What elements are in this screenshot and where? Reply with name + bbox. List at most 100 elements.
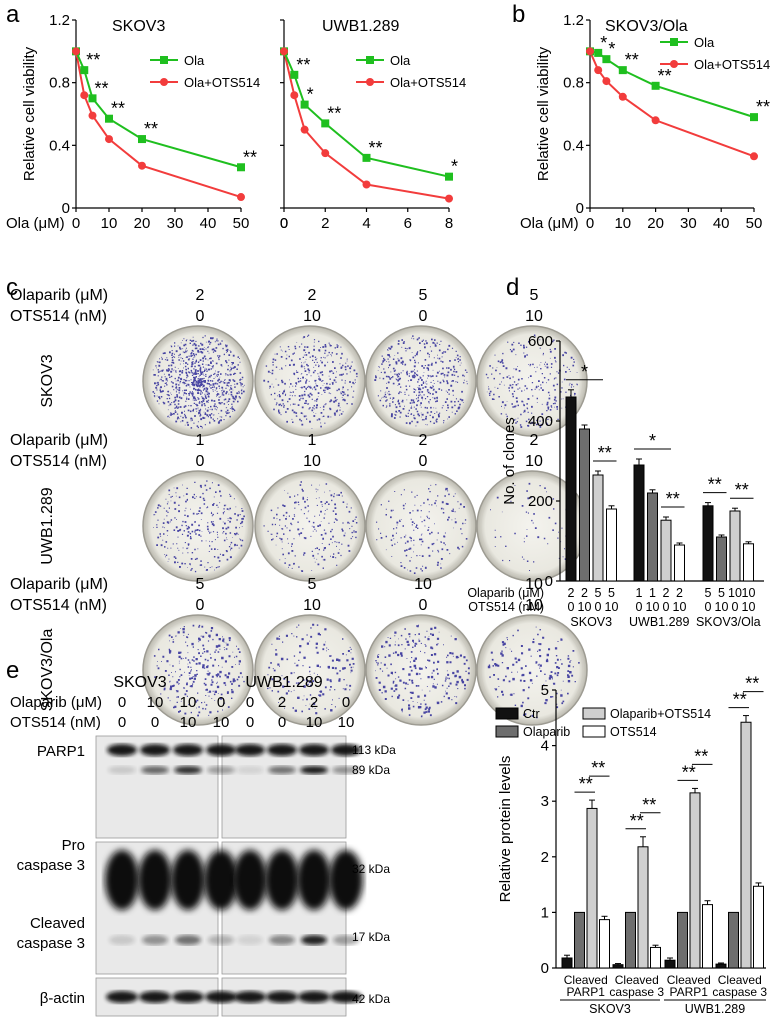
ots-value: 10 — [525, 597, 543, 614]
olaparib-row-label: Olaparib (μM) — [10, 287, 108, 304]
data-point — [80, 91, 89, 100]
protein-band — [105, 850, 139, 910]
bar — [633, 464, 645, 582]
culture-dish — [142, 470, 254, 582]
significance-star: ** — [708, 475, 722, 495]
olaparib-value: 2 — [310, 694, 318, 711]
significance-star: * — [600, 33, 607, 53]
molecular-weight-label: 32 kDa — [352, 862, 390, 876]
chart-title: SKOV3/Ola — [605, 18, 688, 35]
band-label: Cleaved — [30, 915, 85, 932]
bar — [592, 474, 604, 582]
significance-star: * — [608, 39, 615, 59]
significance-star: ** — [745, 674, 759, 694]
bar — [637, 846, 649, 969]
protein-band — [269, 935, 295, 945]
bar-chart-f: 0 1 2 3 4 5 Relative protein levels Ctr Olaparib… — [495, 674, 767, 1016]
bar — [674, 544, 685, 582]
significance-star: ** — [666, 489, 680, 509]
protein-band — [109, 935, 135, 945]
olaparib-value: 0 — [217, 694, 225, 711]
data-point — [651, 116, 660, 125]
olaparib-value: 1 — [649, 586, 656, 600]
data-point — [88, 94, 97, 103]
y-tick-label: 0.4 — [563, 137, 584, 154]
band-label: Pro — [62, 837, 85, 854]
legend-swatch — [582, 725, 606, 738]
y-tick-label: 0.4 — [49, 137, 70, 154]
significance-star: * — [649, 431, 656, 451]
x-tick-label: 20 — [134, 215, 151, 232]
molecular-weight-label: 113 kDa — [352, 743, 396, 757]
x-tick-label: 30 — [167, 215, 184, 232]
ots-value: 0 — [196, 453, 205, 470]
legend-label: OTS514 — [610, 725, 657, 739]
y-tick-label: 400 — [528, 413, 553, 430]
olaparib-value: 0 — [246, 694, 254, 711]
significance-star: ** — [682, 762, 696, 782]
ots-value: 10 — [578, 600, 592, 614]
x-tick-label: 0 — [280, 215, 288, 232]
bar — [565, 396, 577, 582]
data-point — [237, 193, 245, 202]
legend-marker — [366, 56, 374, 64]
y-tick-label: 0 — [576, 200, 584, 217]
data-point — [362, 180, 371, 189]
colony-spots — [487, 626, 580, 719]
data-point — [750, 152, 758, 161]
data-point — [445, 194, 453, 203]
data-point — [602, 55, 611, 64]
ots-value: 0 — [246, 714, 254, 731]
bar — [728, 911, 739, 969]
bar — [660, 519, 672, 582]
colony-spots — [375, 624, 470, 718]
culture-dish — [476, 614, 588, 726]
protein-band — [173, 744, 203, 756]
dish-rim — [369, 618, 473, 722]
significance-star: ** — [642, 795, 656, 815]
olaparib-row-label: Olaparib (μM) — [10, 694, 102, 711]
bar — [729, 510, 741, 582]
protein-band — [265, 850, 299, 910]
ots-value: 10 — [213, 714, 230, 731]
ots-value: 10 — [525, 453, 543, 470]
group-label: UWB1.289 — [629, 615, 689, 629]
legend-label: Olaparib+OTS514 — [610, 707, 711, 721]
protein-band — [208, 935, 234, 945]
legend-swatch — [495, 725, 519, 738]
olaparib-value: 5 — [608, 586, 615, 600]
ots-value: 0 — [196, 308, 205, 325]
protein-band — [300, 766, 328, 774]
ots-value: 10 — [303, 453, 321, 470]
panel-letter-c: c — [6, 274, 18, 301]
bar — [612, 964, 624, 969]
panel-letter-b: b — [512, 1, 525, 28]
band-label: PARP1 — [37, 743, 85, 760]
data-point — [602, 77, 611, 86]
olaparib-value: 1 — [308, 432, 317, 449]
culture-dish — [142, 614, 254, 726]
legend-label: Ola+OTS514 — [390, 75, 466, 90]
y-tick-label: 1.2 — [49, 12, 70, 29]
olaparib-value: 10 — [728, 586, 742, 600]
bar — [579, 428, 590, 582]
data-point — [300, 125, 309, 134]
x-tick-label: 2 — [321, 215, 329, 232]
protein-band — [235, 744, 265, 756]
y-axis-label: Relative cell viability — [21, 46, 38, 181]
data-point — [72, 47, 80, 56]
group-label: Cleaved — [564, 973, 608, 987]
bar — [740, 721, 752, 969]
olaparib-value: 2 — [530, 432, 539, 449]
ots-value: 0 — [196, 597, 205, 614]
y-tick-label: 0.8 — [563, 75, 584, 92]
group-label: Cleaved — [615, 973, 659, 987]
protein-band — [234, 991, 266, 1003]
protein-band — [299, 744, 329, 756]
bar — [664, 959, 676, 969]
bar — [599, 919, 610, 969]
significance-star: * — [581, 362, 588, 382]
ots-value: 0 — [568, 600, 575, 614]
